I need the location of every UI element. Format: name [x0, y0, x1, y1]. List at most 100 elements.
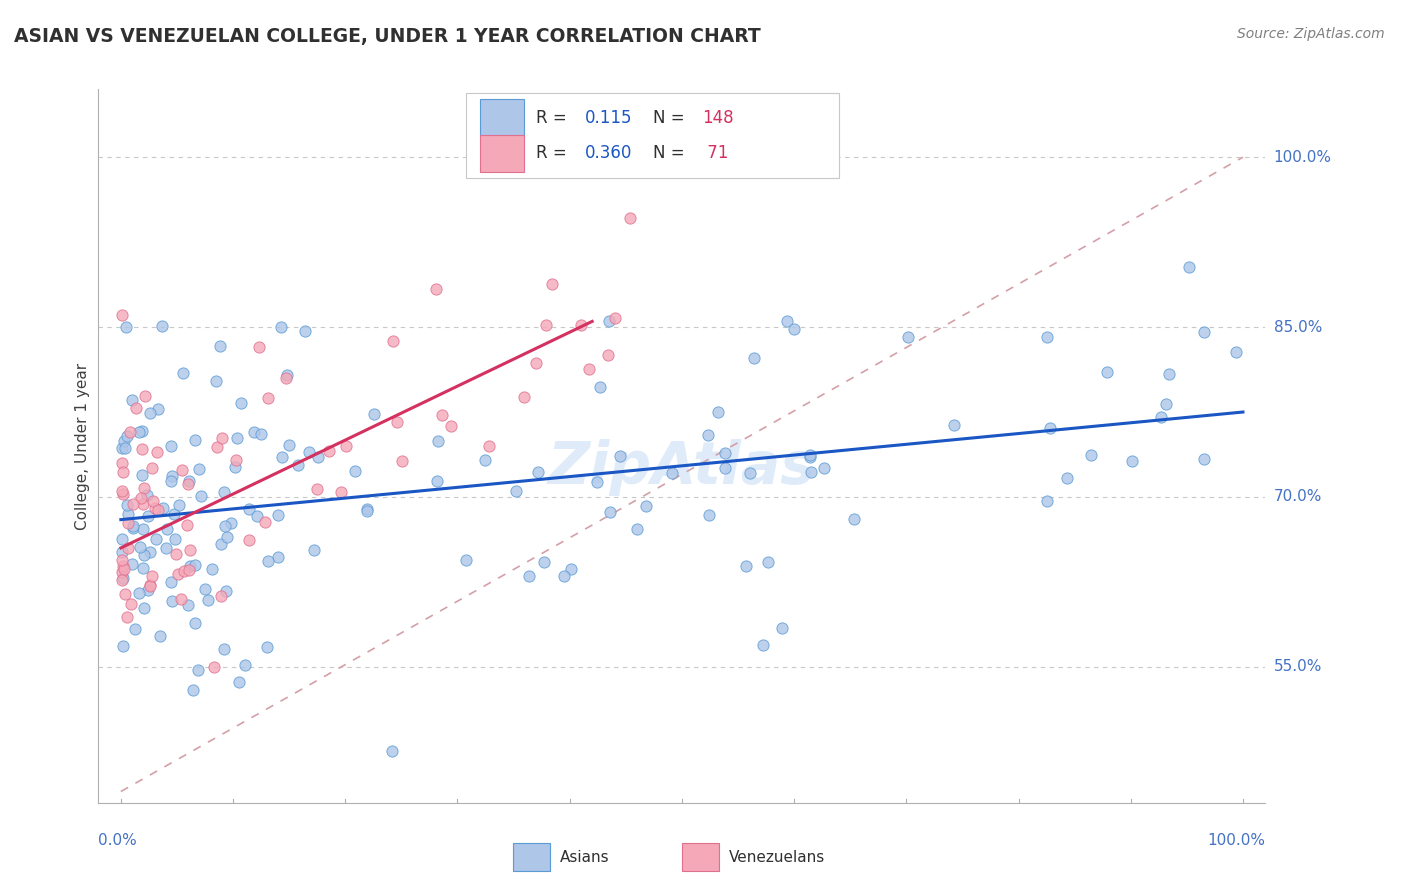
Point [560, 562, 582, 576]
Point [440, 418, 463, 433]
Point [202, 660, 225, 674]
Point [619, 211, 641, 226]
Point [425, 281, 447, 295]
Point [298, 445, 321, 459]
Point [121, 392, 143, 407]
Text: 71: 71 [702, 145, 728, 162]
Point [257, 554, 280, 568]
Point [596, 348, 619, 362]
Point [148, 628, 170, 642]
Point [1036, 330, 1059, 344]
Point [1056, 471, 1078, 485]
Point [184, 433, 207, 447]
Point [783, 321, 806, 335]
Point [155, 541, 177, 556]
Point [162, 469, 184, 483]
Point [661, 466, 683, 480]
Text: R =: R = [536, 109, 572, 127]
Point [267, 508, 290, 522]
Point [131, 442, 153, 456]
Point [335, 439, 357, 453]
Point [430, 409, 453, 423]
Point [381, 334, 404, 348]
Point [1080, 448, 1102, 462]
Point [294, 324, 316, 338]
Point [211, 537, 233, 551]
Point [228, 675, 250, 690]
Point [129, 491, 152, 505]
Point [1150, 409, 1173, 424]
Point [181, 682, 204, 697]
Point [287, 458, 309, 472]
Point [201, 561, 224, 575]
Point [307, 450, 329, 464]
Point [391, 454, 413, 468]
Point [134, 601, 156, 615]
Point [167, 566, 190, 581]
Point [589, 380, 612, 394]
Point [1036, 494, 1059, 508]
Point [150, 319, 173, 334]
Point [142, 493, 165, 508]
Text: 70.0%: 70.0% [1274, 490, 1322, 505]
Point [247, 340, 270, 354]
Point [136, 583, 159, 598]
Point [524, 355, 547, 369]
Point [145, 532, 167, 546]
Point [1095, 365, 1118, 379]
Point [111, 456, 134, 470]
Point [534, 318, 557, 332]
Text: R =: R = [536, 145, 572, 162]
Point [229, 396, 252, 410]
Point [233, 658, 256, 673]
Point [176, 598, 198, 612]
Point [738, 466, 761, 480]
Point [169, 498, 191, 512]
Point [356, 501, 378, 516]
Point [117, 498, 139, 512]
Point [714, 460, 737, 475]
Point [128, 425, 150, 439]
Point [242, 425, 264, 439]
Point [799, 448, 821, 462]
Point [122, 497, 145, 511]
Point [111, 487, 134, 501]
Point [111, 574, 134, 588]
Point [1156, 397, 1178, 411]
Point [121, 557, 143, 571]
Point [165, 548, 187, 562]
Point [132, 481, 155, 495]
Point [188, 462, 211, 476]
Point [302, 543, 325, 558]
Point [160, 439, 183, 453]
Point [599, 505, 621, 519]
Point [176, 518, 198, 533]
Point [179, 559, 201, 574]
Point [135, 488, 157, 502]
Point [427, 434, 450, 448]
Point [329, 484, 352, 499]
Point [115, 319, 138, 334]
Point [117, 508, 139, 522]
Point [714, 446, 737, 460]
Point [143, 501, 166, 516]
Point [115, 610, 138, 624]
Point [177, 563, 200, 577]
Point [609, 450, 631, 464]
Point [270, 450, 292, 464]
Point [146, 502, 169, 516]
Point [578, 362, 600, 376]
Point [134, 548, 156, 562]
Text: Source: ZipAtlas.com: Source: ZipAtlas.com [1237, 27, 1385, 41]
Point [111, 571, 134, 585]
Point [225, 453, 247, 467]
Point [697, 508, 720, 523]
Point [111, 308, 134, 322]
Point [117, 541, 139, 556]
Point [111, 465, 134, 479]
Point [177, 476, 200, 491]
Point [128, 586, 150, 600]
Point [253, 515, 276, 529]
Point [478, 439, 501, 453]
FancyBboxPatch shape [682, 844, 720, 871]
